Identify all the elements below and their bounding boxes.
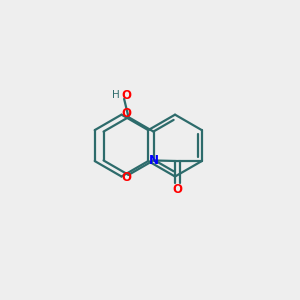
Text: O: O	[122, 172, 132, 184]
Text: O: O	[173, 183, 183, 196]
Text: O: O	[122, 107, 132, 120]
Text: H: H	[112, 90, 120, 100]
Text: N: N	[148, 154, 158, 167]
Text: O: O	[122, 89, 131, 102]
